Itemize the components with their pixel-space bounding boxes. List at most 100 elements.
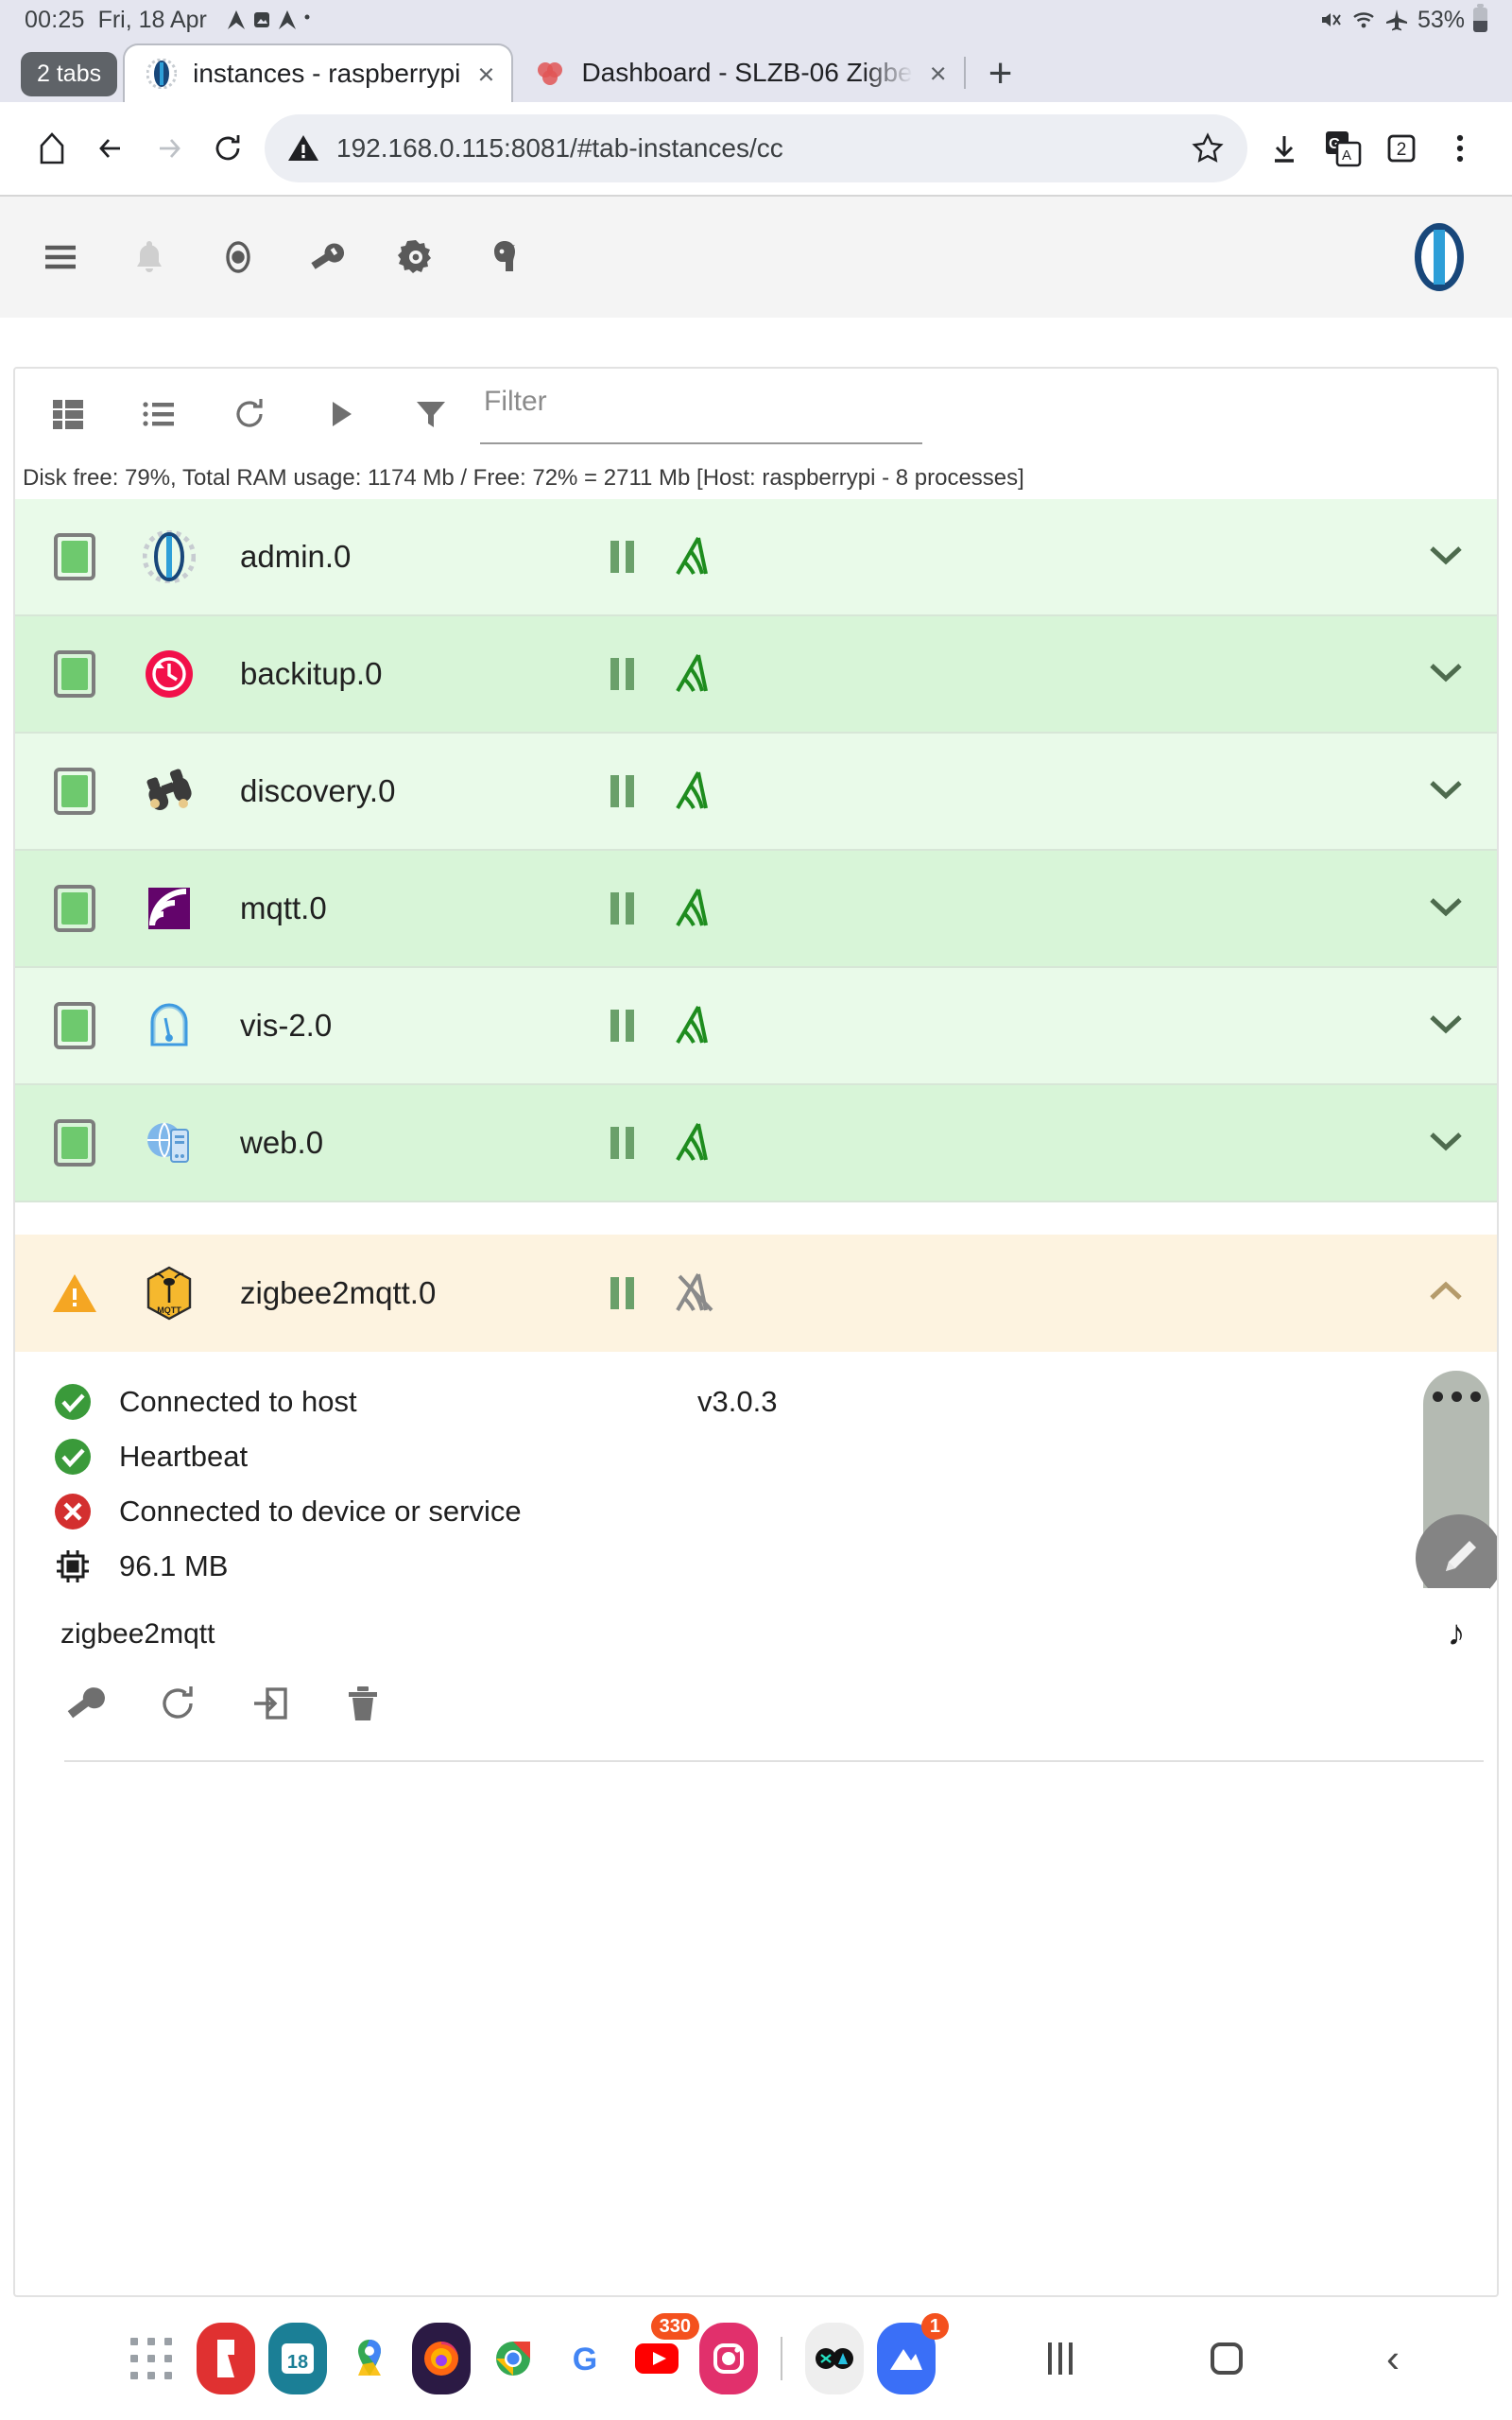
- table-row[interactable]: admin.0: [15, 499, 1497, 616]
- android-nav-keys: ‹: [1034, 2332, 1487, 2385]
- not-secure-icon[interactable]: [285, 130, 321, 166]
- filter-icon[interactable]: [406, 389, 455, 439]
- signal-green-icon[interactable]: [667, 881, 722, 936]
- running-box-icon[interactable]: [49, 766, 100, 817]
- tile-view-icon[interactable]: [43, 389, 93, 439]
- pause-icon[interactable]: [610, 541, 634, 573]
- reload-icon[interactable]: [198, 119, 257, 178]
- warning-icon[interactable]: [49, 1268, 100, 1319]
- svg-text:A: A: [1342, 147, 1351, 164]
- notifications-icon[interactable]: [125, 233, 174, 282]
- back-icon[interactable]: [81, 119, 140, 178]
- pause-icon[interactable]: [610, 1277, 634, 1309]
- tab-count-button[interactable]: 2 tabs: [21, 52, 118, 96]
- delete-trash-icon[interactable]: [338, 1679, 387, 1728]
- image-icon: [253, 12, 269, 27]
- table-row[interactable]: backitup.0: [15, 616, 1497, 734]
- duo-app-icon[interactable]: [805, 2323, 864, 2394]
- start-all-icon[interactable]: [316, 389, 365, 439]
- eye-icon[interactable]: [214, 233, 263, 282]
- new-tab-button[interactable]: +: [988, 50, 1013, 96]
- table-row[interactable]: MQTT zigbee2mqtt.0: [15, 1235, 1497, 1352]
- tab-close-icon[interactable]: ×: [929, 56, 947, 90]
- status-bar-notification-icons: [226, 9, 312, 31]
- running-box-icon[interactable]: [49, 531, 100, 582]
- settings-wrench-icon[interactable]: [60, 1679, 110, 1728]
- pause-icon[interactable]: [610, 1010, 634, 1042]
- instances-toolbar: Filter: [15, 369, 1497, 459]
- chevron-up-icon[interactable]: [1427, 1278, 1465, 1309]
- instance-name: web.0: [240, 1125, 324, 1160]
- running-box-icon[interactable]: [49, 648, 100, 700]
- running-box-icon[interactable]: [49, 883, 100, 934]
- signal-green-icon[interactable]: [667, 998, 722, 1053]
- maps-app-icon[interactable]: [340, 2323, 399, 2394]
- youtube-app-icon[interactable]: 330: [627, 2313, 699, 2394]
- recent-apps-icon[interactable]: [1034, 2332, 1087, 2385]
- tab-close-icon[interactable]: ×: [477, 57, 495, 91]
- star-icon[interactable]: [1189, 130, 1227, 167]
- running-box-icon[interactable]: [49, 1117, 100, 1168]
- restart-icon[interactable]: [153, 1679, 202, 1728]
- pause-icon[interactable]: [610, 658, 634, 690]
- omnibox[interactable]: 192.168.0.115:8081/#tab-instances/cc: [265, 114, 1247, 182]
- browser-tab-dashboard[interactable]: Dashboard - SLZB-06 Zigbe ×: [513, 43, 963, 102]
- chevron-down-icon[interactable]: [1427, 659, 1465, 690]
- instagram-app-icon[interactable]: [699, 2323, 758, 2394]
- expert-mode-icon[interactable]: [480, 233, 529, 282]
- menu-icon[interactable]: [36, 233, 85, 282]
- chevron-down-icon[interactable]: [1427, 893, 1465, 925]
- back-button-icon[interactable]: ‹: [1386, 2336, 1400, 2380]
- list-view-icon[interactable]: [134, 389, 183, 439]
- running-box-icon[interactable]: [49, 1000, 100, 1051]
- signal-green-icon[interactable]: [667, 764, 722, 819]
- google-app-icon[interactable]: G: [556, 2323, 614, 2394]
- signal-green-icon[interactable]: [667, 529, 722, 584]
- table-row[interactable]: web.0: [15, 1085, 1497, 1202]
- floating-edge-panel[interactable]: ♪: [1416, 1371, 1497, 1679]
- battery-icon: [1473, 4, 1487, 32]
- row-gap: [15, 1202, 1497, 1235]
- table-row[interactable]: mqtt.0: [15, 851, 1497, 968]
- signal-green-icon[interactable]: [667, 1115, 722, 1170]
- more-options-icon[interactable]: [1432, 1392, 1481, 1402]
- browser-tab-instances[interactable]: instances - raspberrypi ×: [123, 43, 514, 102]
- detail-label: Heartbeat: [119, 1440, 249, 1473]
- open-instance-icon[interactable]: [246, 1679, 295, 1728]
- download-icon[interactable]: [1255, 119, 1314, 178]
- instance-name: zigbee2mqtt.0: [240, 1275, 437, 1310]
- chevron-down-icon[interactable]: [1427, 542, 1465, 573]
- url-text[interactable]: 192.168.0.115:8081/#tab-instances/cc: [336, 133, 783, 163]
- overflow-menu-icon[interactable]: [1431, 119, 1489, 178]
- table-row[interactable]: vis-2.0: [15, 968, 1497, 1085]
- chevron-down-icon[interactable]: [1427, 1128, 1465, 1159]
- signal-grey-icon[interactable]: [667, 1266, 722, 1321]
- filter-field[interactable]: Filter: [480, 386, 922, 444]
- home-icon[interactable]: [23, 119, 81, 178]
- pause-icon[interactable]: [610, 775, 634, 807]
- detail-row-memory: 96.1 MB: [51, 1539, 1497, 1594]
- refresh-icon[interactable]: [225, 389, 274, 439]
- forward-icon: [140, 119, 198, 178]
- app-drawer-icon[interactable]: [130, 2338, 172, 2379]
- pen-icon[interactable]: [1416, 1514, 1497, 1601]
- readers-app-icon[interactable]: [197, 2323, 255, 2394]
- home-button-icon[interactable]: [1200, 2332, 1253, 2385]
- translate-icon[interactable]: G A: [1314, 119, 1372, 178]
- wrench-icon[interactable]: [302, 233, 352, 282]
- calendar-app-icon[interactable]: 18: [268, 2323, 327, 2394]
- tab-switcher-button[interactable]: 2: [1372, 119, 1431, 178]
- chevron-down-icon[interactable]: [1427, 776, 1465, 807]
- signal-green-icon[interactable]: [667, 647, 722, 701]
- pause-icon[interactable]: [610, 892, 634, 925]
- instances-page: Filter Disk free: 79%, Total RAM usage: …: [13, 367, 1499, 2297]
- music-note-icon[interactable]: ♪: [1423, 1588, 1489, 1679]
- gear-icon[interactable]: [391, 233, 440, 282]
- firefox-app-icon[interactable]: [412, 2323, 471, 2394]
- nordvpn-app-icon[interactable]: 1: [877, 2313, 949, 2394]
- caret-up-icon: [227, 10, 245, 29]
- chevron-down-icon[interactable]: [1427, 1011, 1465, 1042]
- chrome-app-icon[interactable]: [484, 2323, 542, 2394]
- pause-icon[interactable]: [610, 1127, 634, 1159]
- table-row[interactable]: discovery.0: [15, 734, 1497, 851]
